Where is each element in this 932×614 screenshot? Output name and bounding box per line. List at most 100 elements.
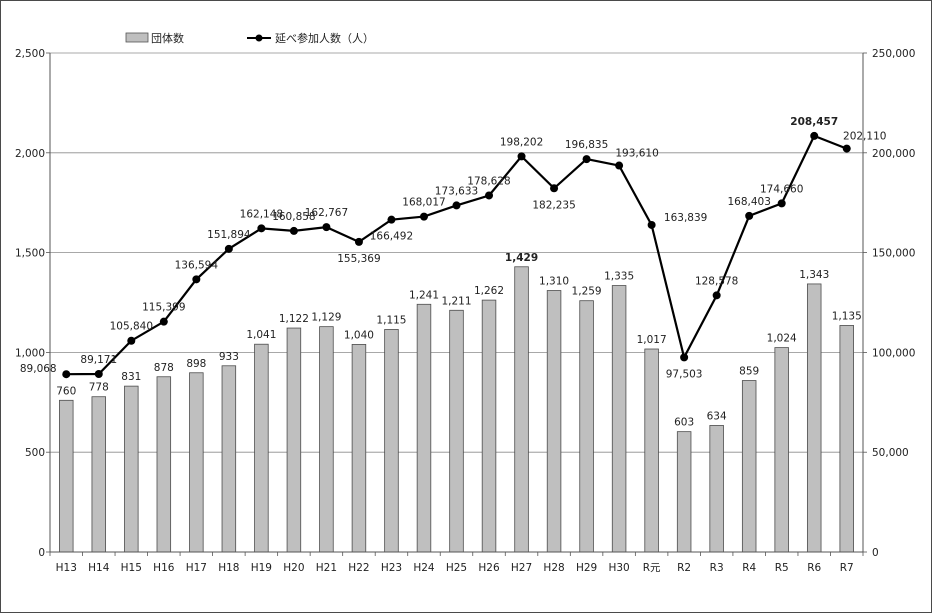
bar-value-label: 634 [707,410,727,422]
bar-value-label: 1,115 [376,314,406,326]
bar [579,300,594,553]
bar [254,343,269,553]
x-tick-label: R7 [840,562,854,574]
legend-line-marker [255,34,263,42]
bar-value-label: 1,041 [246,329,276,341]
bar [676,431,692,553]
x-tick-label: H18 [218,562,239,574]
participants-point [257,224,266,233]
y-tick-label: 2,000 [15,148,45,160]
bar-value-label: 933 [219,351,239,363]
line-value-label: 163,839 [664,212,707,224]
x-tick-label: H13 [56,562,77,574]
y2-tick-label: 100,000 [872,347,915,359]
participants-point [810,131,819,140]
bar-value-label: 1,310 [539,276,569,288]
participants-point [224,244,233,253]
participants-point [517,152,526,161]
x-tick-label: H19 [251,562,272,574]
line-value-label: 115,399 [142,302,185,314]
participants-point [192,275,201,284]
y-tick-label: 0 [38,547,45,559]
bar-value-label: 1,429 [505,252,538,264]
participants-point [485,191,494,200]
bar [709,425,724,553]
participants-point [647,220,656,229]
bar [774,347,789,553]
x-tick-label: R2 [677,562,691,574]
bar [449,309,464,553]
x-tick-label: H26 [478,562,500,574]
bar-value-label: 778 [89,382,109,394]
participants-point [777,199,786,208]
bar [91,396,107,553]
x-tick-label: H28 [543,562,564,574]
bar [351,344,367,553]
bar [416,303,432,553]
line-value-label: 105,840 [110,321,153,333]
participants-point [387,215,396,224]
participants-point [615,161,624,170]
x-tick-label: H23 [381,562,402,574]
x-tick-label: H20 [283,562,304,574]
x-tick-label: H27 [511,562,532,574]
bar-value-label: 603 [674,417,694,429]
bar-value-label: 1,017 [637,334,667,346]
line-value-label: 89,171 [80,354,117,366]
bar [611,285,627,553]
bar [514,266,529,553]
y-tick-label: 500 [25,447,45,459]
bar-value-label: 831 [121,371,141,383]
bar [806,283,822,553]
line-value-label: 174,660 [760,183,803,195]
bar [221,365,237,553]
line-value-label: 198,202 [500,136,543,148]
legend-bar-swatch [125,32,149,43]
legend-line-label: 延べ参加人数（人） [275,31,374,45]
x-tick-label: H15 [121,562,142,574]
bar-value-label: 1,259 [572,286,602,298]
x-tick-label: H16 [153,562,175,574]
line-value-label: 136,594 [175,259,219,271]
bar-value-label: 859 [739,366,759,378]
line-value-label: 202,110 [843,131,886,143]
bar-value-label: 1,262 [474,285,504,297]
line-value-label: 178,628 [467,175,510,187]
participants-point [680,353,689,362]
x-tick-label: H22 [348,562,369,574]
legend-bar-label: 団体数 [151,31,184,45]
y-tick-label: 1,000 [15,347,45,359]
y2-tick-label: 150,000 [872,248,915,260]
line-value-label: 168,403 [727,196,770,208]
x-tick-label: R6 [807,562,821,574]
participants-point [127,336,136,345]
bar [59,399,74,553]
line-value-label: 151,894 [207,229,251,241]
line-value-label: 89,068 [20,363,57,375]
y2-tick-label: 250,000 [872,48,915,60]
participants-point [842,144,851,153]
x-tick-label: R元 [643,562,661,574]
bar-value-label: 1,211 [441,295,471,307]
line-value-label: 128,578 [695,275,738,287]
x-tick-label: H14 [88,562,110,574]
bar [319,326,334,553]
participants-point [712,291,721,300]
x-tick-label: R5 [775,562,789,574]
bar [124,385,139,553]
y2-tick-label: 0 [872,547,879,559]
participants-point [159,317,168,326]
line-value-label: 193,610 [615,148,658,160]
x-tick-label: H29 [576,562,597,574]
bar-value-label: 898 [186,358,206,370]
participants-point [452,201,461,210]
x-tick-label: R4 [742,562,756,574]
line-value-label: 173,633 [435,185,478,197]
bar-value-label: 1,129 [311,312,341,324]
bar [839,325,854,553]
participants-point [745,211,754,220]
participants-point [582,155,591,164]
bar-value-label: 760 [56,385,76,397]
